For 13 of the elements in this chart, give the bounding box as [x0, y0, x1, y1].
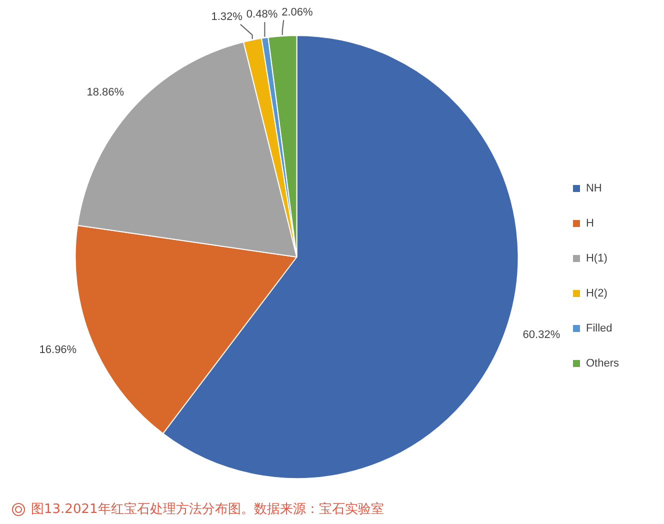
legend-label: H(2) — [586, 288, 608, 300]
data-label: 60.32% — [522, 329, 560, 342]
caption: 图13.2021年红宝石处理方法分布图。数据来源：宝石实验室 — [31, 501, 384, 518]
legend-label: H(1) — [586, 252, 608, 265]
legend-label: Filled — [586, 322, 612, 335]
legend-label: NH — [586, 182, 602, 195]
data-label: 2.06% — [282, 6, 314, 19]
data-label: 16.96% — [39, 344, 77, 356]
legend-label: Others — [586, 358, 620, 370]
data-label: 0.48% — [246, 8, 278, 21]
data-label: 1.32% — [211, 10, 243, 23]
data-label: 18.86% — [86, 86, 124, 99]
legend-label: H — [586, 218, 594, 230]
